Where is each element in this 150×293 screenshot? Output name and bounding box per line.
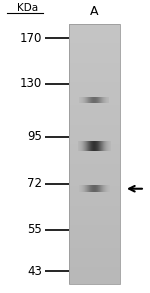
- Text: A: A: [90, 5, 99, 18]
- Text: 72: 72: [27, 178, 42, 190]
- Text: 95: 95: [27, 130, 42, 144]
- Text: 43: 43: [27, 265, 42, 278]
- Text: 55: 55: [28, 223, 42, 236]
- Text: 170: 170: [20, 32, 42, 45]
- Text: 130: 130: [20, 77, 42, 90]
- Text: KDa: KDa: [17, 3, 38, 13]
- Bar: [69, 24, 120, 284]
